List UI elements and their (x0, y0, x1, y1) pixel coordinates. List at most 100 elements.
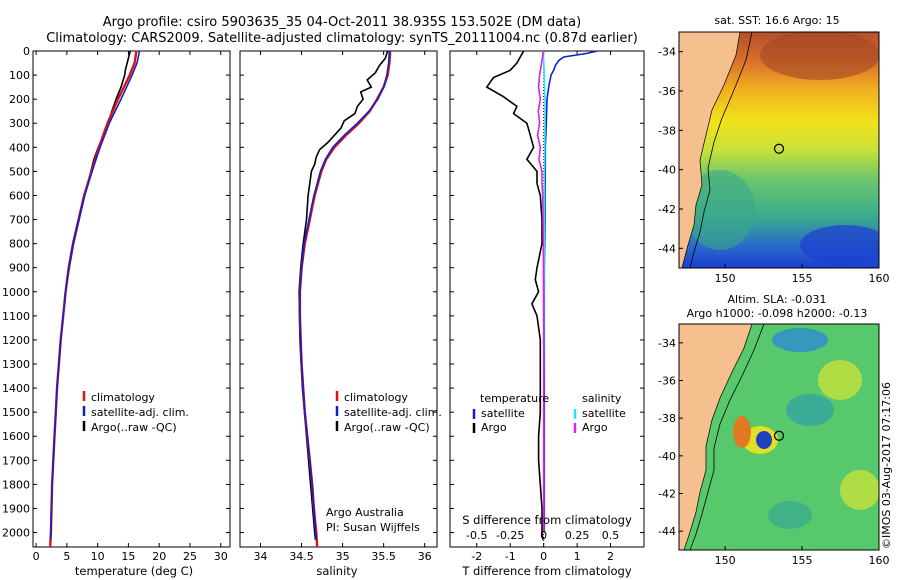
latitude-label: -34 (658, 46, 676, 59)
sla-land (679, 324, 753, 550)
depth-tick-label: 400 (9, 141, 30, 154)
depth-tick-label: 800 (9, 238, 30, 251)
s-difference-label: S difference from climatology (462, 513, 632, 527)
series-line (49, 50, 138, 548)
difference-axes-frame (449, 50, 645, 548)
x-tick-label: 0 (33, 550, 40, 563)
latitude-label: -38 (658, 412, 676, 425)
depth-tick-label: 600 (9, 189, 30, 202)
legend-label: Argo(..raw -QC) (91, 421, 177, 434)
legend-label: Argo(..raw -QC) (344, 421, 430, 434)
sla-map-frame (678, 323, 880, 551)
legend-title-temperature: temperature (480, 392, 549, 405)
x-tick-label: 25 (183, 550, 197, 563)
temperature-ticks: 0 5 10 15 20 25 30 (33, 51, 228, 563)
longitude-label: 150 (715, 554, 736, 567)
salinity-depth-ticks (240, 50, 437, 534)
legend-label: satellite-adj. clim. (91, 406, 189, 419)
argo-australia-label: Argo Australia (326, 506, 404, 519)
series-line (543, 50, 598, 533)
series-line (536, 50, 545, 533)
series-line (298, 50, 392, 548)
depth-tick-label: 1100 (2, 310, 30, 323)
x-tick-label: 35.5 (371, 550, 396, 563)
legend-label: satellite-adj. clim. (344, 406, 442, 419)
longitude-label: 155 (792, 272, 813, 285)
depth-tick-label: 1000 (2, 286, 30, 299)
temperature-x-label: temperature (deg C) (75, 564, 193, 578)
sst-float-marker (773, 143, 785, 154)
x-tick-label: 15 (121, 550, 135, 563)
temperature-legend: climatology satellite-adj. clim. Argo(..ra… (82, 391, 189, 434)
difference-series (485, 50, 598, 540)
series-line (485, 50, 544, 540)
sla-blob-7 (840, 470, 879, 510)
difference-depth-ticks (450, 50, 644, 534)
latitude-label: -40 (658, 450, 676, 463)
sla-blob-2 (818, 360, 862, 400)
legend-label: climatology (91, 391, 155, 404)
sla-map-title-2: Argo h1000: -0.098 h2000: -0.13 (687, 307, 868, 320)
sla-blob-8 (768, 501, 812, 529)
depth-tick-label: 1200 (2, 334, 30, 347)
sla-map-title-1: Altim. SLA: -0.031 (727, 293, 826, 306)
series-line (49, 50, 141, 540)
salinity-x-label: salinity (316, 564, 357, 578)
sst-map-title: sat. SST: 16.6 Argo: 15 (714, 14, 839, 27)
x-tick-label: -2 (471, 550, 482, 563)
depth-tick-label: 1300 (2, 358, 30, 371)
depth-tick-label: 700 (9, 214, 30, 227)
latitude-label: -40 (658, 164, 676, 177)
salinity-panel: 34 34.5 35 35.5 36 climatology satellite-adj.… (239, 50, 442, 578)
salinity-series (298, 50, 392, 548)
longitude-label: 160 (869, 554, 890, 567)
depth-tick-label: 0 (23, 45, 30, 58)
sla-map: Altim. SLA: -0.031 Argo h1000: -0.098 h2… (658, 293, 889, 567)
latitude-label: -34 (658, 337, 676, 350)
t-difference-label: T difference from climatology (461, 564, 632, 578)
pi-name-label: PI: Susan Wijffels (326, 521, 420, 534)
sst-cold-patch (800, 225, 879, 265)
x-tick-label: 36 (418, 550, 432, 563)
latitude-label: -36 (658, 375, 676, 388)
title-line-2: Climatology: CARS2009. Satellite-adjuste… (46, 31, 638, 46)
salinity-ticks: 34 34.5 35 35.5 36 (254, 51, 432, 563)
x-tick-label: 0 (540, 550, 547, 563)
x-tick-label: 34 (254, 550, 268, 563)
sla-map-ticks: 150 155 160 -34 -36 -38 -40 -42 -44 (658, 337, 889, 567)
difference-ticks: -2 -1 0 1 2 (471, 51, 614, 563)
temperature-axes-frame (32, 50, 231, 548)
depth-tick-label: 2000 (2, 527, 30, 540)
longitude-label: 150 (715, 272, 736, 285)
sst-warm-patch (760, 32, 879, 80)
difference-panel: -2 -1 0 1 2 temperature salinity satellite Argo… (449, 50, 645, 578)
difference-legend: temperature salinitysatelliteArgosatellit… (472, 392, 626, 434)
x-tick-label: 2 (607, 550, 614, 563)
latitude-label: -42 (658, 488, 676, 501)
latitude-label: -44 (658, 242, 676, 255)
sst-land (679, 32, 741, 268)
x-tick-label: 34.5 (289, 550, 314, 563)
legend-label: satellite (582, 407, 626, 420)
sst-map-frame (678, 31, 880, 269)
salinity-difference-ticks: -0.5 -0.25 0 0.25 0.5 (466, 529, 619, 542)
legend-title-salinity: salinity (582, 392, 622, 405)
latitude-label: -38 (658, 124, 676, 137)
depth-tick-label: 1500 (2, 406, 30, 419)
imos-credit: ©IMOS 03-Aug-2017 07:17:06 (880, 382, 893, 549)
sla-blob-6 (786, 394, 834, 426)
latitude-label: -36 (658, 85, 676, 98)
depth-tick-label: 1400 (2, 382, 30, 395)
top-tick-label: -0.25 (496, 529, 524, 542)
top-tick-label: -0.5 (466, 529, 487, 542)
sla-blob-1 (772, 328, 828, 352)
sla-float-marker (773, 430, 785, 441)
depth-tick-label: 1800 (2, 478, 30, 491)
depth-tick-label: 100 (9, 69, 30, 82)
legend-label: Argo (481, 421, 507, 434)
depth-tick-label: 200 (9, 93, 30, 106)
sla-shelf-contour (689, 324, 765, 550)
depth-tick-label: 500 (9, 165, 30, 178)
depth-tick-label: 1600 (2, 430, 30, 443)
